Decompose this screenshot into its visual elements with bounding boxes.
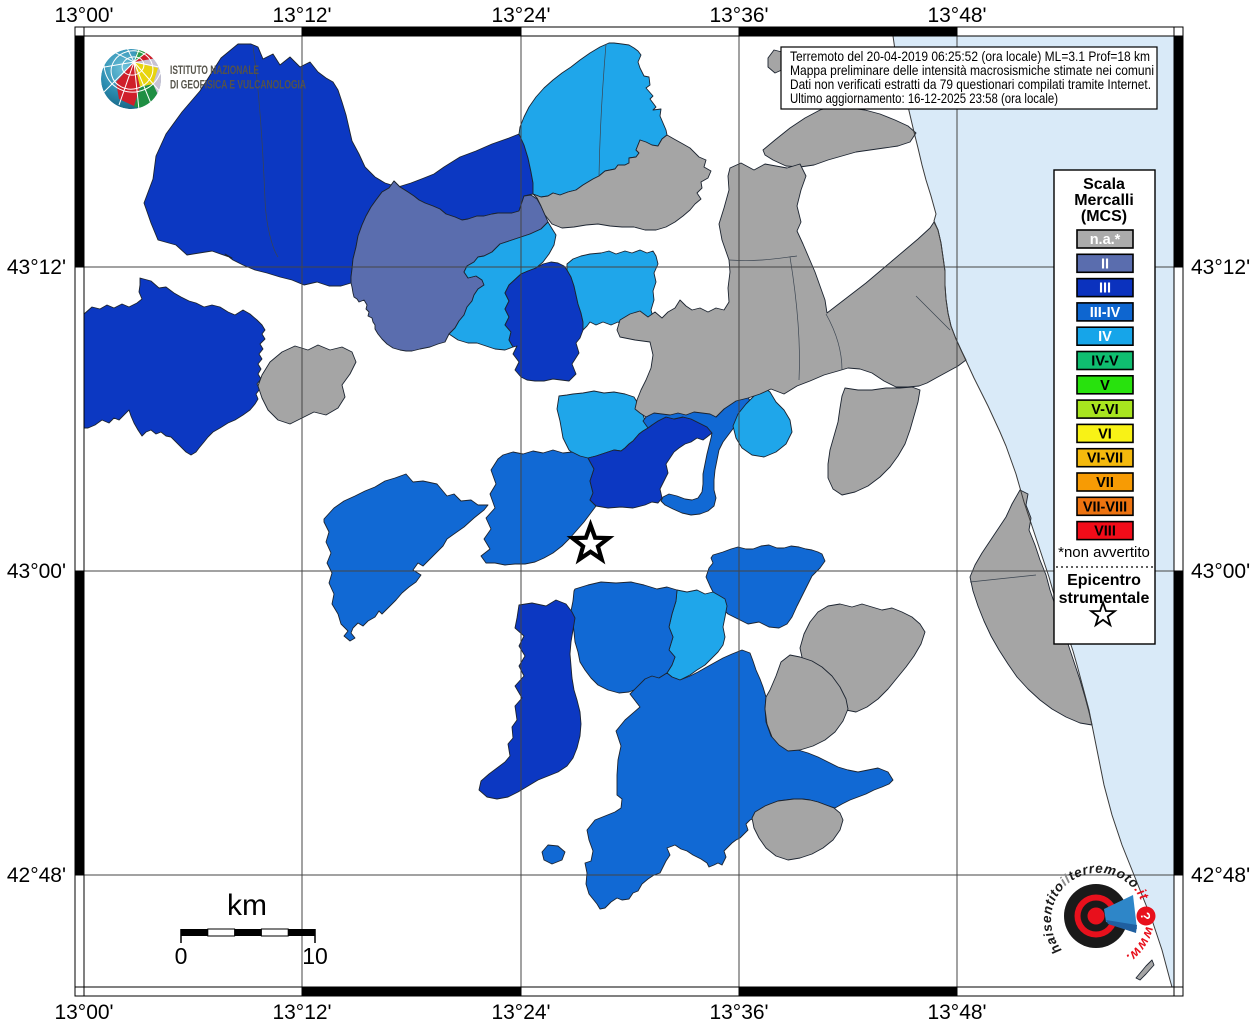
svg-text:Mercalli: Mercalli bbox=[1074, 192, 1134, 209]
svg-text:V-VI: V-VI bbox=[1091, 402, 1118, 418]
svg-text:13°48': 13°48' bbox=[927, 4, 986, 27]
svg-text:43°12': 43°12' bbox=[1191, 256, 1250, 279]
svg-text:km: km bbox=[227, 889, 267, 922]
svg-text:IV: IV bbox=[1098, 329, 1112, 345]
svg-text:VII: VII bbox=[1096, 475, 1114, 491]
svg-text:V: V bbox=[1100, 378, 1110, 394]
svg-text:VII-VIII: VII-VIII bbox=[1083, 499, 1127, 515]
svg-text:13°36': 13°36' bbox=[709, 4, 768, 27]
svg-text:(MCS): (MCS) bbox=[1081, 208, 1127, 225]
svg-text:VI-VII: VI-VII bbox=[1087, 451, 1123, 467]
svg-text:Scala: Scala bbox=[1083, 176, 1125, 193]
svg-text:13°12': 13°12' bbox=[272, 1001, 331, 1024]
svg-text:43°12': 43°12' bbox=[7, 256, 66, 279]
svg-text:13°24': 13°24' bbox=[491, 1001, 550, 1024]
svg-text:10: 10 bbox=[302, 943, 328, 969]
svg-text:ISTITUTO NAZIONALE: ISTITUTO NAZIONALE bbox=[170, 65, 259, 77]
svg-text:43°00': 43°00' bbox=[7, 560, 66, 583]
svg-text:13°48': 13°48' bbox=[927, 1001, 986, 1024]
svg-text:Dati non verificati estratti d: Dati non verificati estratti da 79 quest… bbox=[790, 76, 1151, 92]
svg-text:Mappa preliminare delle intens: Mappa preliminare delle intensità macros… bbox=[790, 62, 1154, 78]
svg-text:13°36': 13°36' bbox=[709, 1001, 768, 1024]
svg-text:0: 0 bbox=[175, 943, 188, 969]
svg-text:13°24': 13°24' bbox=[491, 4, 550, 27]
svg-text:*non avvertito: *non avvertito bbox=[1058, 544, 1150, 561]
svg-text:13°12': 13°12' bbox=[272, 4, 331, 27]
svg-text:strumentale: strumentale bbox=[1059, 590, 1150, 607]
svg-text:42°48': 42°48' bbox=[1191, 864, 1250, 887]
svg-text:III: III bbox=[1099, 281, 1111, 297]
svg-text:Ultimo aggiornamento: 16-12-20: Ultimo aggiornamento: 16-12-2025 23:58 (… bbox=[790, 90, 1058, 106]
svg-text:n.a.*: n.a.* bbox=[1090, 232, 1121, 248]
svg-text:VIII: VIII bbox=[1094, 524, 1116, 540]
svg-text:13°00': 13°00' bbox=[54, 1001, 113, 1024]
svg-text:DI GEOFISICA E VULCANOLOGIA: DI GEOFISICA E VULCANOLOGIA bbox=[170, 80, 306, 92]
svg-text:Epicentro: Epicentro bbox=[1067, 572, 1141, 589]
svg-text:42°48': 42°48' bbox=[7, 864, 66, 887]
svg-text:II: II bbox=[1101, 256, 1109, 272]
svg-text:VI: VI bbox=[1098, 426, 1112, 442]
svg-text:43°00': 43°00' bbox=[1191, 560, 1250, 583]
svg-text:IV-V: IV-V bbox=[1091, 354, 1119, 370]
svg-text:13°00': 13°00' bbox=[54, 4, 113, 27]
svg-text:III-IV: III-IV bbox=[1090, 305, 1121, 321]
svg-text:?: ? bbox=[1137, 911, 1153, 921]
svg-text:Terremoto del 20-04-2019 06:25: Terremoto del 20-04-2019 06:25:52 (ora l… bbox=[790, 48, 1150, 64]
